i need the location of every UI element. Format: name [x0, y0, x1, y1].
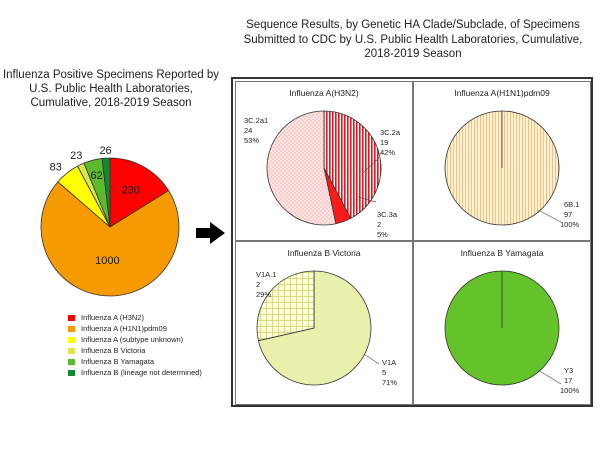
legend-swatch: [68, 336, 75, 343]
victoria-pie: [256, 270, 380, 386]
slice-percent: 71%: [382, 378, 398, 387]
legend-swatch: [68, 347, 75, 354]
slice-3c2a1: [266, 110, 337, 226]
label-3c2a1: 3C.2a1 24 53%: [244, 116, 268, 146]
slice-name: 3C.3a: [377, 210, 398, 219]
panel-b-yamagata: Influenza B Yamagata Y3 17 100%: [413, 241, 591, 405]
label-3c3a: 3C.3a 2 5%: [377, 210, 397, 240]
clade-panels-grid: Influenza A(H3N2) 3C.2a1 24 53%: [231, 77, 593, 407]
panel-title: Influenza B Victoria: [287, 248, 361, 258]
slice-v1a: [257, 270, 372, 386]
right-arrow-icon: [196, 222, 225, 244]
slice-name: 6B.1: [564, 200, 580, 209]
slice-value-label: 23: [70, 150, 82, 162]
legend-label: Influenza B Victoria: [81, 346, 146, 355]
slice-count: 5: [382, 368, 387, 377]
legend-item-a-unknown: Influenza A (subtype unknown): [68, 334, 202, 345]
right-chart-title: Sequence Results, by Genetic HA Clade/Su…: [243, 19, 583, 60]
legend-label: Influenza B Yamagata: [81, 357, 155, 366]
slice-value-label: 62: [90, 170, 102, 182]
panel-title: Influenza A(H3N2): [289, 88, 359, 98]
legend-swatch: [68, 314, 75, 321]
legend-label: Influenza A (subtype unknown): [81, 335, 184, 344]
legend-label: Influenza A (H1N1)pdm09: [81, 324, 167, 333]
slice-percent: 100%: [560, 386, 580, 395]
label-v1a: V1A 5 71%: [382, 358, 397, 388]
slice-name: 3C.2a1: [244, 116, 269, 125]
legend-swatch: [68, 369, 75, 376]
label-6b1: 6B.1 97 100%: [560, 200, 580, 230]
slice-name: V1A: [382, 358, 397, 367]
slice-percent: 42%: [380, 148, 396, 157]
yamagata-pie: [444, 270, 562, 386]
slice-count: 97: [564, 210, 573, 219]
legend-item-h3n2: Influenza A (H3N2): [68, 312, 202, 323]
leader-line: [537, 369, 562, 385]
leader-line: [537, 209, 562, 223]
slice-count: 19: [380, 138, 389, 147]
leader-line: [357, 196, 377, 203]
slice-count: 24: [244, 126, 253, 135]
slice-value-label: 83: [50, 162, 62, 174]
slice-value-label: 26: [99, 145, 111, 157]
panel-title: Influenza A(H1N1)pdm09: [454, 88, 550, 98]
slice-name: 3C.2a: [380, 128, 401, 137]
panel-h1n1: Influenza A(H1N1)pdm09 6B.1 97 100%: [413, 81, 591, 241]
slice-percent: 100%: [560, 220, 580, 229]
slice-percent: 5%: [377, 230, 388, 239]
left-chart-title: Influenza Positive Specimens Reported by…: [2, 69, 220, 109]
slice-v1a1: [256, 270, 315, 342]
legend-swatch: [68, 325, 75, 332]
slice-name: V1A.1: [256, 270, 277, 279]
legend-item-b-lineage-nd: Influenza B (lineage not determined): [68, 367, 202, 378]
legend-label: Influenza A (H3N2): [81, 313, 144, 322]
slice-h1n1: [40, 181, 180, 297]
left-pie-chart: 230 1000 83 23 62 26: [40, 145, 180, 297]
panel-h3n2: Influenza A(H3N2) 3C.2a1 24 53%: [235, 81, 413, 241]
legend-swatch: [68, 358, 75, 365]
slice-percent: 29%: [256, 290, 272, 299]
slice-b-lineage-nd: [101, 157, 111, 228]
legend-item-h1n1: Influenza A (H1N1)pdm09: [68, 323, 202, 334]
slice-value-label: 230: [122, 185, 140, 197]
pie-legend: Influenza A (H3N2) Influenza A (H1N1)pdm…: [68, 312, 202, 378]
leader-line: [363, 353, 380, 365]
slice-count: 17: [564, 376, 573, 385]
slice-h3n2: [109, 157, 170, 228]
slice-count: 2: [377, 220, 382, 229]
slice-percent: 53%: [244, 136, 260, 145]
leader-line: [361, 157, 380, 175]
label-3c2a: 3C.2a 19 42%: [380, 128, 400, 158]
label-y3: Y3 17 100%: [560, 366, 579, 396]
slice-count: 2: [256, 280, 261, 289]
panel-title: Influenza B Yamagata: [460, 248, 544, 258]
legend-item-b-yamagata: Influenza B Yamagata: [68, 356, 202, 367]
slice-value-label: 1000: [95, 255, 119, 267]
slice-3c2a: [323, 110, 382, 219]
legend-label: Influenza B (lineage not determined): [81, 368, 202, 377]
h3n2-pie: [266, 110, 382, 226]
h1n1-pie: [444, 110, 562, 226]
slice-name: Y3: [564, 366, 574, 375]
legend-item-b-victoria: Influenza B Victoria: [68, 345, 202, 356]
label-v1a1: V1A.1 2 29%: [256, 270, 276, 300]
panel-b-victoria: Influenza B Victoria V1A.1 2 29% V1A 5 7…: [235, 241, 413, 405]
